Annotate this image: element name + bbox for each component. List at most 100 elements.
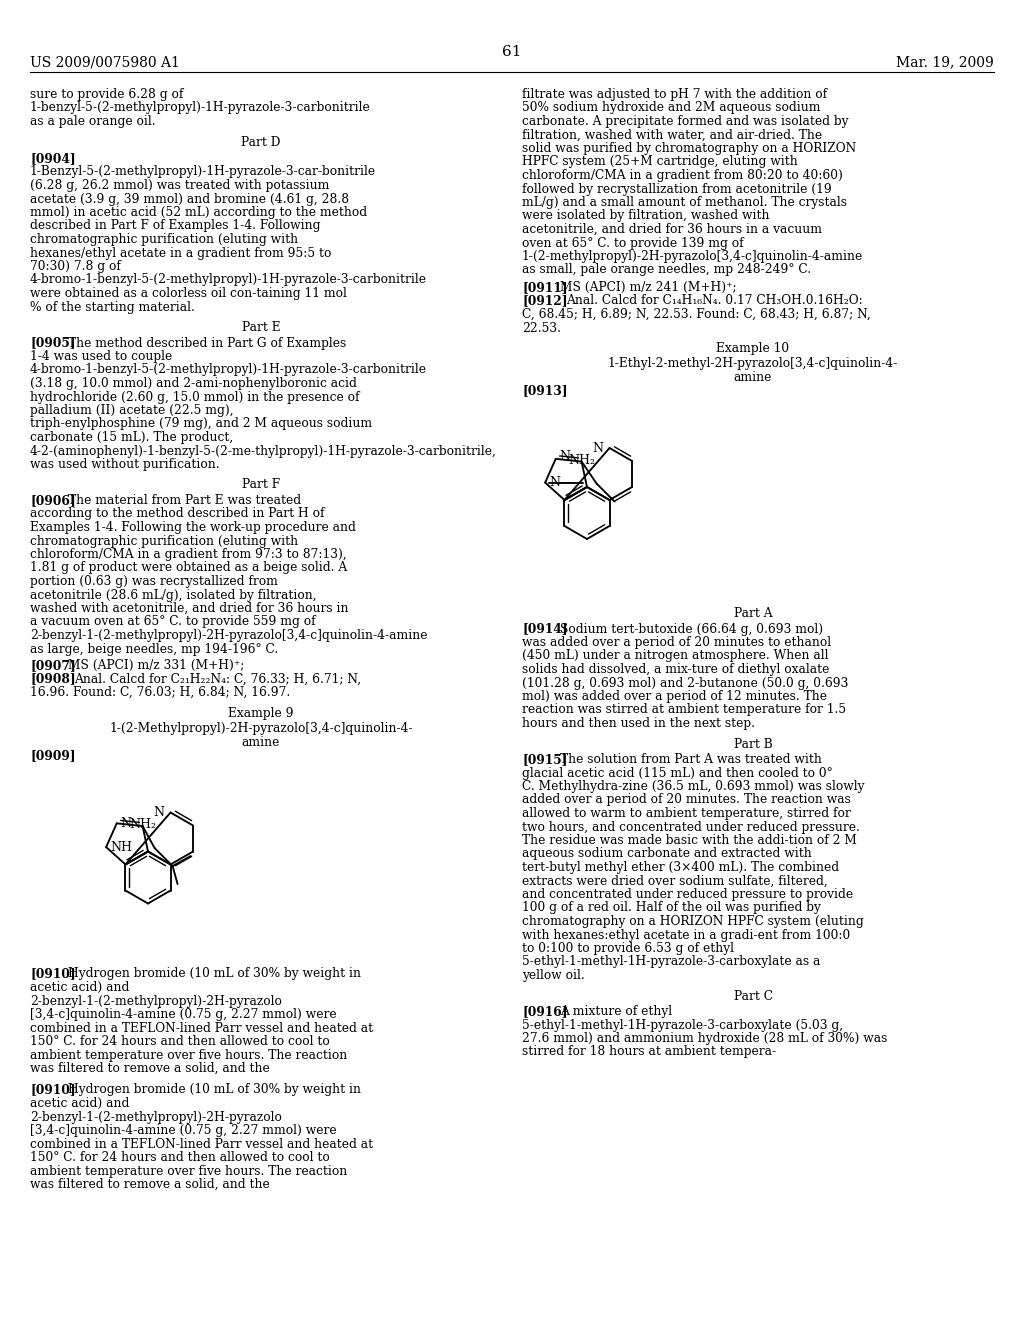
- Text: Sodium tert-butoxide (66.64 g, 0.693 mol): Sodium tert-butoxide (66.64 g, 0.693 mol…: [560, 623, 823, 635]
- Text: Part E: Part E: [242, 321, 281, 334]
- Text: portion (0.63 g) was recrystallized from: portion (0.63 g) was recrystallized from: [30, 576, 278, 587]
- Text: 22.53.: 22.53.: [522, 322, 561, 334]
- Text: were obtained as a colorless oil con-taining 11 mol: were obtained as a colorless oil con-tai…: [30, 286, 347, 300]
- Text: (3.18 g, 10.0 mmol) and 2-ami-nophenylboronic acid: (3.18 g, 10.0 mmol) and 2-ami-nophenylbo…: [30, 378, 357, 389]
- Text: MS (APCI) m/z 331 (M+H)⁺;: MS (APCI) m/z 331 (M+H)⁺;: [69, 659, 245, 672]
- Text: Example 10: Example 10: [717, 342, 790, 355]
- Text: (6.28 g, 26.2 mmol) was treated with potassium: (6.28 g, 26.2 mmol) was treated with pot…: [30, 180, 330, 191]
- Text: N: N: [154, 807, 165, 818]
- Text: N: N: [560, 450, 570, 463]
- Text: filtration, washed with water, and air-dried. The: filtration, washed with water, and air-d…: [522, 128, 822, 141]
- Text: triph-enylphosphine (79 mg), and 2 M aqueous sodium: triph-enylphosphine (79 mg), and 2 M aqu…: [30, 417, 372, 430]
- Text: mol) was added over a period of 12 minutes. The: mol) was added over a period of 12 minut…: [522, 690, 827, 704]
- Text: ambient temperature over five hours. The reaction: ambient temperature over five hours. The…: [30, 1164, 347, 1177]
- Text: 1-4 was used to couple: 1-4 was used to couple: [30, 350, 172, 363]
- Text: 2-benzyl-1-(2-methylpropyl)-2H-pyrazolo: 2-benzyl-1-(2-methylpropyl)-2H-pyrazolo: [30, 994, 282, 1007]
- Text: a vacuum oven at 65° C. to provide 559 mg of: a vacuum oven at 65° C. to provide 559 m…: [30, 615, 315, 628]
- Text: [0906]: [0906]: [30, 494, 76, 507]
- Text: The material from Part E was treated: The material from Part E was treated: [69, 494, 301, 507]
- Text: Part F: Part F: [242, 479, 280, 491]
- Text: Part A: Part A: [733, 607, 772, 620]
- Text: hexanes/ethyl acetate in a gradient from 95:5 to: hexanes/ethyl acetate in a gradient from…: [30, 247, 332, 260]
- Text: and concentrated under reduced pressure to provide: and concentrated under reduced pressure …: [522, 888, 853, 902]
- Text: chromatography on a HORIZON HPFC system (eluting: chromatography on a HORIZON HPFC system …: [522, 915, 864, 928]
- Text: 4-bromo-1-benzyl-5-(2-methylpropyl)-1H-pyrazole-3-carbonitrile: 4-bromo-1-benzyl-5-(2-methylpropyl)-1H-p…: [30, 273, 427, 286]
- Text: [3,4-c]quinolin-4-amine (0.75 g, 2.27 mmol) were: [3,4-c]quinolin-4-amine (0.75 g, 2.27 mm…: [30, 1125, 337, 1137]
- Text: chloroform/CMA in a gradient from 80:20 to 40:60): chloroform/CMA in a gradient from 80:20 …: [522, 169, 843, 182]
- Text: [0913]: [0913]: [522, 384, 567, 397]
- Text: as a pale orange oil.: as a pale orange oil.: [30, 115, 156, 128]
- Text: followed by recrystallization from acetonitrile (19: followed by recrystallization from aceto…: [522, 182, 831, 195]
- Text: according to the method described in Part H of: according to the method described in Par…: [30, 507, 325, 520]
- Text: 27.6 mmol) and ammonium hydroxide (28 mL of 30%) was: 27.6 mmol) and ammonium hydroxide (28 mL…: [522, 1032, 888, 1045]
- Text: chromatographic purification (eluting with: chromatographic purification (eluting wi…: [30, 535, 298, 548]
- Text: chloroform/CMA in a gradient from 97:3 to 87:13),: chloroform/CMA in a gradient from 97:3 t…: [30, 548, 347, 561]
- Text: palladium (II) acetate (22.5 mg),: palladium (II) acetate (22.5 mg),: [30, 404, 233, 417]
- Text: [0909]: [0909]: [30, 748, 76, 762]
- Text: combined in a TEFLON-lined Parr vessel and heated at: combined in a TEFLON-lined Parr vessel a…: [30, 1022, 373, 1035]
- Text: The residue was made basic with the addi-tion of 2 M: The residue was made basic with the addi…: [522, 834, 857, 847]
- Text: 1-benzyl-5-(2-methylpropyl)-1H-pyrazole-3-carbonitrile: 1-benzyl-5-(2-methylpropyl)-1H-pyrazole-…: [30, 102, 371, 115]
- Text: Hydrogen bromide (10 mL of 30% by weight in: Hydrogen bromide (10 mL of 30% by weight…: [69, 968, 361, 981]
- Text: N—: N—: [549, 477, 572, 490]
- Text: [0907]: [0907]: [30, 659, 76, 672]
- Text: ambient temperature over five hours. The reaction: ambient temperature over five hours. The…: [30, 1048, 347, 1061]
- Text: chromatographic purification (eluting with: chromatographic purification (eluting wi…: [30, 234, 298, 246]
- Text: N: N: [593, 441, 603, 454]
- Text: reaction was stirred at ambient temperature for 1.5: reaction was stirred at ambient temperat…: [522, 704, 846, 717]
- Text: acetic acid) and: acetic acid) and: [30, 981, 129, 994]
- Text: tert-butyl methyl ether (3×400 mL). The combined: tert-butyl methyl ether (3×400 mL). The …: [522, 861, 839, 874]
- Text: [0916]: [0916]: [522, 1005, 567, 1018]
- Text: (450 mL) under a nitrogen atmosphere. When all: (450 mL) under a nitrogen atmosphere. Wh…: [522, 649, 828, 663]
- Text: to 0:100 to provide 6.53 g of ethyl: to 0:100 to provide 6.53 g of ethyl: [522, 942, 734, 954]
- Text: 150° C. for 24 hours and then allowed to cool to: 150° C. for 24 hours and then allowed to…: [30, 1151, 330, 1164]
- Text: [0904]: [0904]: [30, 152, 76, 165]
- Text: [0908]: [0908]: [30, 672, 76, 685]
- Text: 2-benzyl-1-(2-methylpropyl)-2H-pyrazolo[3,4-c]quinolin-4-amine: 2-benzyl-1-(2-methylpropyl)-2H-pyrazolo[…: [30, 630, 427, 642]
- Text: combined in a TEFLON-lined Parr vessel and heated at: combined in a TEFLON-lined Parr vessel a…: [30, 1138, 373, 1151]
- Text: amine: amine: [734, 371, 772, 384]
- Text: filtrate was adjusted to pH 7 with the addition of: filtrate was adjusted to pH 7 with the a…: [522, 88, 827, 102]
- Text: Example 9: Example 9: [228, 706, 294, 719]
- Text: acetonitrile, and dried for 36 hours in a vacuum: acetonitrile, and dried for 36 hours in …: [522, 223, 822, 236]
- Text: oven at 65° C. to provide 139 mg of: oven at 65° C. to provide 139 mg of: [522, 236, 743, 249]
- Text: MS (APCI) m/z 241 (M+H)⁺;: MS (APCI) m/z 241 (M+H)⁺;: [560, 281, 737, 294]
- Text: Examples 1-4. Following the work-up procedure and: Examples 1-4. Following the work-up proc…: [30, 521, 356, 535]
- Text: added over a period of 20 minutes. The reaction was: added over a period of 20 minutes. The r…: [522, 793, 851, 807]
- Text: 150° C. for 24 hours and then allowed to cool to: 150° C. for 24 hours and then allowed to…: [30, 1035, 330, 1048]
- Text: aqueous sodium carbonate and extracted with: aqueous sodium carbonate and extracted w…: [522, 847, 812, 861]
- Text: [3,4-c]quinolin-4-amine (0.75 g, 2.27 mmol) were: [3,4-c]quinolin-4-amine (0.75 g, 2.27 mm…: [30, 1008, 337, 1020]
- Text: 1-(2-Methylpropyl)-2H-pyrazolo[3,4-c]quinolin-4-: 1-(2-Methylpropyl)-2H-pyrazolo[3,4-c]qui…: [110, 722, 413, 735]
- Text: NH: NH: [111, 841, 132, 854]
- Text: NH₂: NH₂: [568, 454, 596, 467]
- Text: sure to provide 6.28 g of: sure to provide 6.28 g of: [30, 88, 183, 102]
- Text: 70:30) 7.8 g of: 70:30) 7.8 g of: [30, 260, 121, 273]
- Text: solids had dissolved, a mix-ture of diethyl oxalate: solids had dissolved, a mix-ture of diet…: [522, 663, 829, 676]
- Text: HPFC system (25+M cartridge, eluting with: HPFC system (25+M cartridge, eluting wit…: [522, 156, 798, 169]
- Text: Part C: Part C: [733, 990, 772, 1002]
- Text: acetonitrile (28.6 mL/g), isolated by filtration,: acetonitrile (28.6 mL/g), isolated by fi…: [30, 589, 316, 602]
- Text: Anal. Calcd for C₁₄H₁₆N₄. 0.17 CH₃OH.0.16H₂O:: Anal. Calcd for C₁₄H₁₆N₄. 0.17 CH₃OH.0.1…: [566, 294, 863, 308]
- Text: Part B: Part B: [733, 738, 772, 751]
- Text: Anal. Calcd for C₂₁H₂₂N₄: C, 76.33; H, 6.71; N,: Anal. Calcd for C₂₁H₂₂N₄: C, 76.33; H, 6…: [74, 672, 361, 685]
- Text: NH₂: NH₂: [129, 818, 157, 832]
- Text: [0912]: [0912]: [522, 294, 567, 308]
- Text: acetate (3.9 g, 39 mmol) and bromine (4.61 g, 28.8: acetate (3.9 g, 39 mmol) and bromine (4.…: [30, 193, 349, 206]
- Text: 61: 61: [502, 45, 522, 59]
- Text: US 2009/0075980 A1: US 2009/0075980 A1: [30, 55, 180, 69]
- Text: 5-ethyl-1-methyl-1H-pyrazole-3-carboxylate (5.03 g,: 5-ethyl-1-methyl-1H-pyrazole-3-carboxyla…: [522, 1019, 843, 1031]
- Text: allowed to warm to ambient temperature, stirred for: allowed to warm to ambient temperature, …: [522, 807, 851, 820]
- Text: [0910]: [0910]: [30, 968, 76, 981]
- Text: 4-2-(aminophenyl)-1-benzyl-5-(2-me-thylpropyl)-1H-pyrazole-3-carbonitrile,: 4-2-(aminophenyl)-1-benzyl-5-(2-me-thylp…: [30, 445, 497, 458]
- Text: extracts were dried over sodium sulfate, filtered,: extracts were dried over sodium sulfate,…: [522, 874, 827, 887]
- Text: mL/g) and a small amount of methanol. The crystals: mL/g) and a small amount of methanol. Th…: [522, 195, 847, 209]
- Text: hydrochloride (2.60 g, 15.0 mmol) in the presence of: hydrochloride (2.60 g, 15.0 mmol) in the…: [30, 391, 359, 404]
- Text: was filtered to remove a solid, and the: was filtered to remove a solid, and the: [30, 1177, 269, 1191]
- Text: [0915]: [0915]: [522, 752, 567, 766]
- Text: carbonate. A precipitate formed and was isolated by: carbonate. A precipitate formed and was …: [522, 115, 849, 128]
- Text: (101.28 g, 0.693 mol) and 2-butanone (50.0 g, 0.693: (101.28 g, 0.693 mol) and 2-butanone (50…: [522, 676, 848, 689]
- Text: C. Methylhydra-zine (36.5 mL, 0.693 mmol) was slowly: C. Methylhydra-zine (36.5 mL, 0.693 mmol…: [522, 780, 864, 793]
- Text: [0911]: [0911]: [522, 281, 567, 294]
- Text: The solution from Part A was treated with: The solution from Part A was treated wit…: [560, 752, 822, 766]
- Text: mmol) in acetic acid (52 mL) according to the method: mmol) in acetic acid (52 mL) according t…: [30, 206, 368, 219]
